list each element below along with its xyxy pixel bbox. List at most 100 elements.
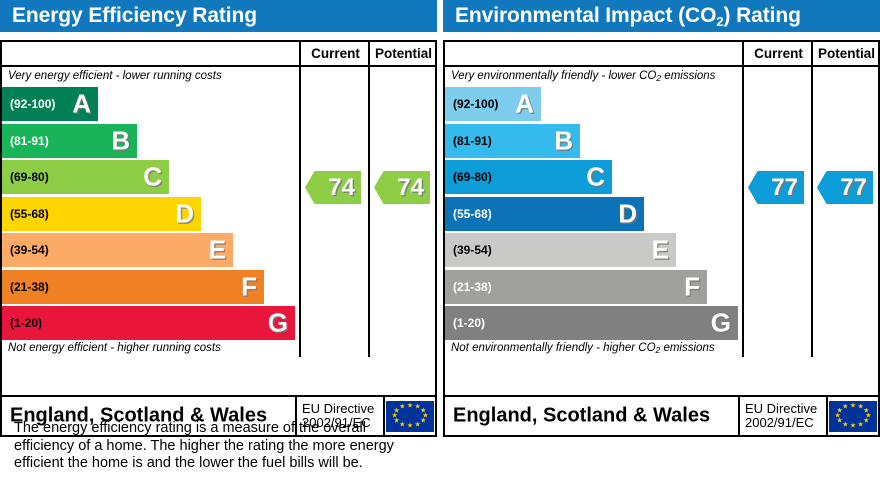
top-caption-sub: 2 [656,73,662,83]
band-letter-c: C [143,161,162,192]
eu-star-icon: ★ [836,417,843,425]
band-bar-d: (55-68) D [445,196,644,231]
potential-rating-value: 74 [397,173,424,201]
band-letter-g: G [710,307,731,338]
eu-star-icon: ★ [420,417,427,425]
energy-efficiency-panel: Energy Efficiency Rating Current Potenti… [0,0,437,471]
band-bar-a: (92-100) A [445,87,541,121]
band-bar-e: (39-54) E [2,233,233,267]
energy-efficiency-title: Energy Efficiency Rating [0,0,437,32]
chart-header-row: Current Potential [445,42,878,67]
eu-star-icon: ★ [406,402,414,410]
eu-star-icon: ★ [399,403,406,411]
band-row-g: (1-20) G [2,306,299,340]
band-letter-a: A [72,88,91,119]
eu-star-icon: ★ [406,422,414,430]
eu-flag-container: ★ ★ ★ ★ ★ ★ ★ ★ ★ ★ ★ ★ [826,397,878,435]
env-title-prefix: Environmental Impact (CO [455,4,717,27]
band-bar-f: (21-38) F [445,269,707,304]
band-range-e: (39-54) [453,243,492,257]
energy-description: The energy efficiency rating is a measur… [14,420,394,471]
country-label: England, Scotland & Wales [453,404,711,427]
column-divider-1 [299,67,301,357]
eu-star-icon: ★ [420,407,427,415]
band-row-e: (39-54) E [2,233,299,267]
eu-star-icon: ★ [863,407,870,415]
column-divider-1 [742,67,744,357]
band-letter-d: D [175,197,194,228]
bottom-caption: Not energy efficient - higher running co… [8,342,221,354]
bottom-caption-prefix: Not environmentally friendly - higher CO [451,342,656,354]
band-range-g: (1-20) [10,316,43,330]
environmental-impact-chart: Current Potential Very environmentally f… [443,40,880,397]
eu-star-icon: ★ [857,403,864,411]
eu-directive-line2: 2002/91/EC [302,415,371,430]
band-bar-a: (92-100) A [2,87,98,121]
potential-rating-arrow: 74 [374,171,430,204]
band-bar-g: (1-20) G [2,306,295,340]
band-letter-a: A [515,88,534,119]
band-range-a: (92-100) [10,97,56,111]
current-rating-value: 74 [328,173,355,201]
band-bar-g: (1-20) G [445,306,738,340]
eu-star-icon: ★ [842,421,849,429]
footer-region: England, Scotland & Wales EU Directive 2… [445,397,878,435]
top-caption-suffix: emissions [661,70,716,82]
band-row-a: (92-100) A [2,87,299,121]
top-caption: Very environmentally friendly - lower CO… [451,70,716,83]
eu-star-icon: ★ [399,421,406,429]
potential-rating-arrow: 77 [817,171,873,204]
eu-directive-line1: EU Directive [745,400,818,416]
band-letter-c: C [586,161,605,192]
band-row-f: (21-38) F [445,269,742,304]
eu-flag-icon: ★ ★ ★ ★ ★ ★ ★ ★ ★ ★ ★ ★ [829,400,877,432]
band-letter-g: G [267,307,288,338]
band-row-a: (92-100) A [445,87,742,121]
column-header-potential: Potential [811,42,880,65]
band-bar-b: (81-91) B [2,123,137,158]
eu-star-icon: ★ [836,407,843,415]
band-bar-e: (39-54) E [445,233,676,267]
band-bar-b: (81-91) B [445,123,580,158]
eu-star-icon: ★ [393,407,400,415]
bottom-caption-sub: 2 [655,345,661,355]
eu-star-icon: ★ [849,422,857,430]
band-range-f: (21-38) [453,279,492,294]
band-range-d: (55-68) [453,206,492,221]
band-bar-c: (69-80) C [2,160,169,194]
band-row-e: (39-54) E [445,233,742,267]
footer-region: England, Scotland & Wales EU Directive 2… [2,397,435,435]
band-range-c: (69-80) [10,170,49,184]
band-row-d: (55-68) D [445,196,742,231]
band-letter-d: D [618,197,637,228]
band-letter-b: B [554,124,573,155]
environmental-impact-panel: Environmental Impact (CO2) Rating Curren… [443,0,880,437]
top-caption-prefix: Very environmentally friendly - lower CO [451,70,657,82]
bottom-caption-suffix: emissions [660,342,715,354]
band-bars-list: (92-100) A (81-91) B (69-80) C [2,87,299,343]
energy-footer: England, Scotland & Wales EU Directive 2… [0,397,437,437]
eu-star-icon: ★ [422,412,429,420]
bottom-caption: Not environmentally friendly - higher CO… [451,342,715,355]
band-row-d: (55-68) D [2,196,299,231]
band-row-b: (81-91) B [2,123,299,158]
chart-body: Very environmentally friendly - lower CO… [445,67,878,357]
eu-star-icon: ★ [857,421,864,429]
potential-rating-value: 77 [840,173,867,201]
eu-star-icon: ★ [414,403,421,411]
band-letter-e: E [651,234,669,265]
environmental-footer: England, Scotland & Wales EU Directive 2… [443,397,880,437]
band-range-a: (92-100) [453,97,499,111]
column-divider-2 [811,67,813,357]
eu-star-icon: ★ [393,417,400,425]
band-range-e: (39-54) [10,243,49,257]
eu-directive-label: EU Directive 2002/91/EC [738,397,826,435]
country-label: England, Scotland & Wales [10,404,268,427]
top-caption: Very energy efficient - lower running co… [8,70,222,82]
column-header-current: Current [742,42,813,65]
band-range-c: (69-80) [453,170,492,184]
column-header-current: Current [299,42,370,65]
eu-star-icon: ★ [863,417,870,425]
band-letter-b: B [111,124,130,155]
eu-star-icon: ★ [865,412,872,420]
